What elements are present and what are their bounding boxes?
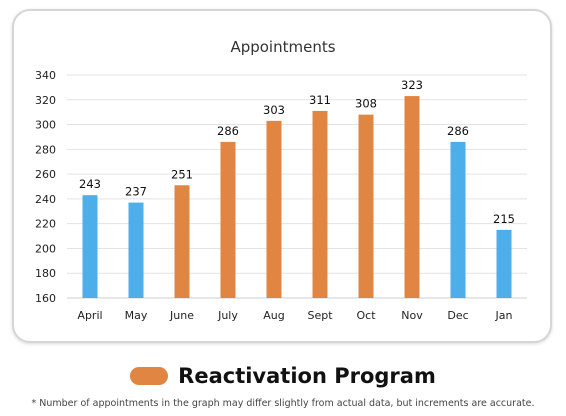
y-tick-label: 220: [35, 218, 56, 231]
bar-dec: [450, 141, 466, 298]
y-tick-label: 240: [35, 193, 56, 206]
data-label: 286: [217, 124, 239, 138]
data-label: 286: [447, 124, 469, 138]
data-label: 251: [171, 167, 193, 181]
y-tick-label: 340: [35, 69, 56, 82]
x-tick-label: Aug: [263, 309, 284, 322]
bar-oct: [358, 114, 374, 299]
bar-jan: [496, 229, 512, 298]
bar-sept: [312, 110, 328, 298]
data-label: 323: [401, 78, 423, 92]
y-axis: 160 180 200 220 240 260 280 300 320 340: [35, 69, 56, 305]
x-tick-label: April: [77, 309, 102, 322]
legend-swatch: [130, 367, 169, 385]
x-tick-label: May: [125, 309, 148, 322]
data-labels: 243 237 251 286 303 311 308 323 286 215: [79, 78, 515, 226]
x-tick-label: Dec: [447, 309, 468, 322]
footnote: * Number of appointments in the graph ma…: [31, 398, 535, 409]
x-axis: April May June July Aug Sept Oct Nov Dec Jan: [77, 309, 512, 322]
data-label: 243: [79, 177, 101, 191]
bar-july: [220, 141, 236, 298]
y-tick-label: 180: [35, 267, 56, 280]
bar-june: [174, 185, 190, 298]
legend-label: Reactivation Program: [178, 364, 436, 388]
data-label: 308: [355, 97, 377, 111]
legend: Reactivation Program: [0, 358, 566, 394]
data-label: 215: [493, 212, 515, 226]
chart-title: Appointments: [230, 38, 335, 56]
data-label: 237: [125, 185, 147, 199]
y-tick-label: 260: [35, 168, 56, 181]
x-tick-label: Jan: [495, 309, 513, 322]
bars: [82, 96, 512, 299]
y-tick-label: 160: [35, 292, 56, 305]
x-tick-label: Sept: [307, 309, 333, 322]
bar-nov: [404, 96, 420, 298]
gridlines: [67, 74, 527, 299]
bar-may: [128, 202, 144, 298]
x-tick-label: July: [217, 309, 238, 322]
bar-aug: [266, 120, 282, 298]
bar-april: [82, 195, 98, 298]
y-tick-label: 200: [35, 242, 56, 255]
data-label: 303: [263, 103, 285, 117]
x-tick-label: Oct: [356, 309, 376, 322]
y-tick-label: 300: [35, 119, 56, 132]
x-tick-label: June: [169, 309, 194, 322]
data-label: 311: [309, 93, 331, 107]
x-tick-label: Nov: [401, 309, 423, 322]
y-tick-label: 280: [35, 143, 56, 156]
y-tick-label: 320: [35, 94, 56, 107]
